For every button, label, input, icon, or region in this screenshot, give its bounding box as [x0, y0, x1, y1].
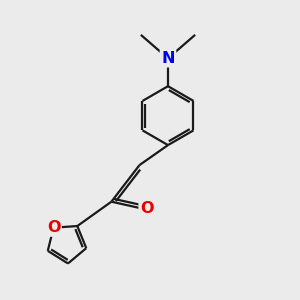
Text: N: N [161, 51, 175, 66]
Text: O: O [47, 220, 60, 235]
Text: O: O [140, 201, 154, 216]
